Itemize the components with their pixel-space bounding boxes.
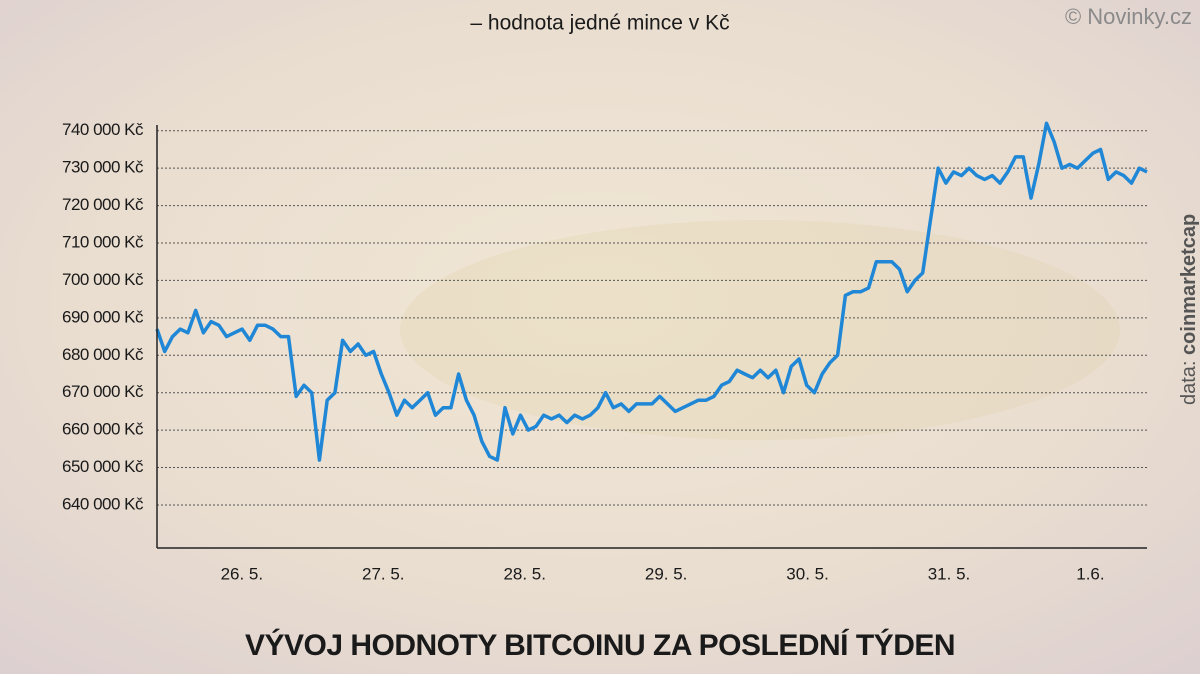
- price-line: [155, 121, 1148, 462]
- y-tick-label: 730 000 Kč: [62, 158, 144, 177]
- source-prefix: data:: [1178, 361, 1200, 405]
- y-tick-label: 670 000 Kč: [62, 382, 144, 401]
- chart-title: VÝVOJ HODNOTY BITCOINU ZA POSLEDNÍ TÝDEN: [245, 628, 955, 662]
- y-tick-label: 700 000 Kč: [62, 270, 144, 289]
- x-tick-label: 31. 5.: [928, 564, 971, 583]
- y-tick-label: 650 000 Kč: [62, 457, 144, 476]
- source: data: coinmarketcap: [1178, 214, 1200, 405]
- x-tick-label: 26. 5.: [221, 564, 264, 583]
- coin-decoration: [400, 220, 1120, 440]
- y-tick-label: 720 000 Kč: [62, 195, 144, 214]
- y-tick-label: 690 000 Kč: [62, 307, 144, 326]
- x-tick-label: 27. 5.: [362, 564, 405, 583]
- y-tick-label: 680 000 Kč: [62, 345, 144, 364]
- y-tick-label: 740 000 Kč: [62, 120, 144, 139]
- y-tick-label: 660 000 Kč: [62, 420, 144, 439]
- x-tick-label: 30. 5.: [786, 564, 829, 583]
- x-tick-label: 1.6.: [1076, 564, 1104, 583]
- plot: [155, 121, 1148, 462]
- y-tick-label: 640 000 Kč: [62, 494, 144, 513]
- y-tick-label: 710 000 Kč: [62, 232, 144, 251]
- source-name: coinmarketcap: [1178, 214, 1200, 355]
- x-tick-label: 28. 5.: [503, 564, 546, 583]
- grid: 640 000 Kč 650 000 Kč 660 000 Kč 670 000 Kč…: [62, 120, 1147, 583]
- x-tick-label: 29. 5.: [645, 564, 688, 583]
- chart-subtitle: – hodnota jedné mince v Kč: [470, 12, 729, 35]
- credit: © Novinky.cz: [1065, 4, 1192, 29]
